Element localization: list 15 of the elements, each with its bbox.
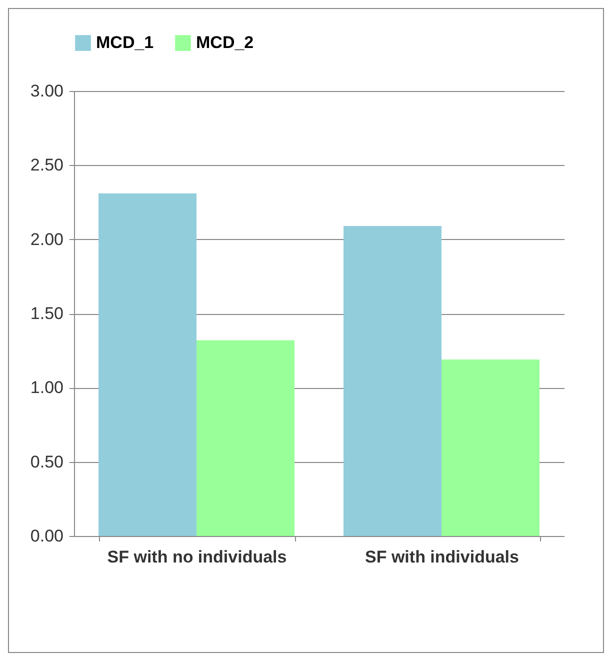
y-tick-label: 0.00 [30, 526, 64, 546]
y-tick-label: 0.50 [30, 452, 64, 472]
legend-label: MCD_1 [96, 33, 154, 52]
bar [442, 359, 540, 536]
bar [196, 340, 294, 536]
x-tick-label: SF with individuals [365, 548, 519, 566]
bar [344, 226, 442, 536]
y-tick-label: 1.00 [30, 378, 64, 398]
y-tick-label: 1.50 [30, 304, 64, 323]
bar [98, 193, 196, 536]
y-tick-label: 2.50 [30, 156, 64, 175]
legend-label: MCD_2 [196, 33, 254, 52]
y-tick-label: 2.00 [30, 230, 64, 249]
x-tick-label: SF with no individuals [107, 548, 287, 566]
y-tick-label: 3.00 [30, 82, 64, 100]
